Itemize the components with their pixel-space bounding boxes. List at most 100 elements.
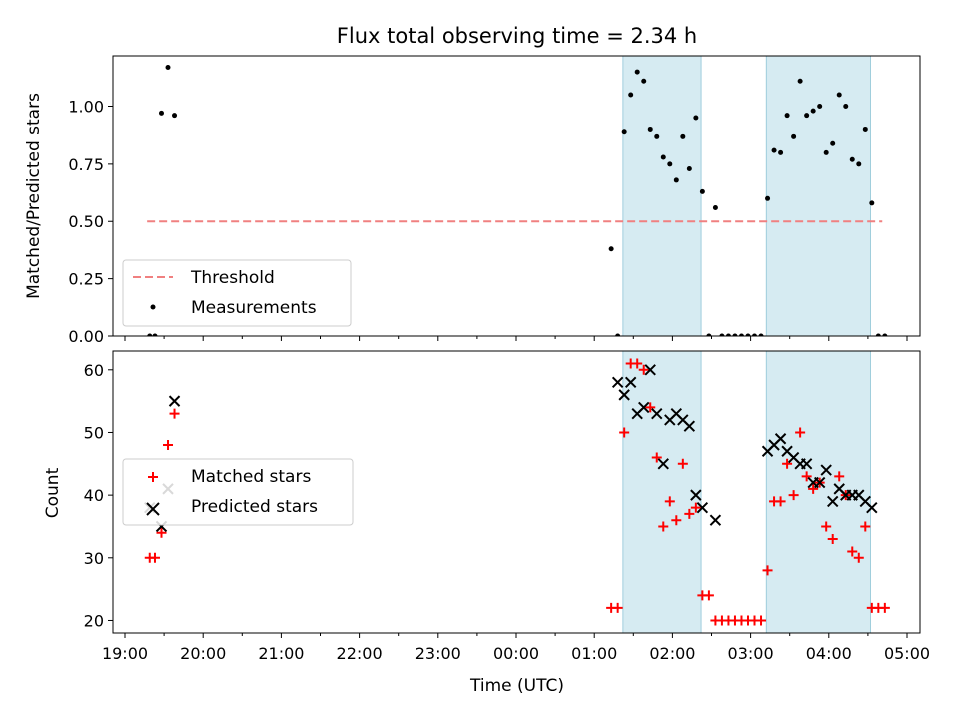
predicted-stars-point: [690, 489, 702, 501]
x-tick-label: 00:00: [493, 644, 539, 663]
bottom-y-axis-label: Count: [43, 467, 63, 518]
predicted-stars-point: [657, 458, 669, 470]
measurement-point: [615, 333, 621, 336]
measurement-point: [797, 78, 803, 84]
matched-stars-point: [782, 458, 793, 469]
measurement-point: [830, 140, 836, 146]
legend-bottom: Matched stars Predicted stars: [122, 458, 354, 526]
matched-stars-point: [149, 552, 160, 563]
matched-stars-point: [847, 546, 858, 557]
predicted-stars-point: [709, 514, 722, 526]
measurement-point: [856, 161, 862, 167]
chart-title: Flux total observing time = 2.34 h: [337, 24, 697, 48]
shaded-interval-0: [622, 55, 702, 337]
matched-stars-point: [690, 502, 701, 513]
y-tick-label: 40: [84, 486, 104, 505]
predicted-stars-point: [618, 389, 630, 401]
y-tick-label: 1.00: [68, 97, 104, 116]
matched-stars-point: [612, 602, 623, 613]
points-group: [144, 358, 890, 626]
measurement-point: [732, 333, 738, 336]
predicted-stars-point: [638, 401, 650, 414]
predicted-stars-point: [651, 407, 663, 420]
matched-stars-point: [651, 452, 662, 463]
x-tick-label: 04:00: [806, 644, 852, 663]
matched-stars-point: [658, 521, 669, 532]
measurement-point: [804, 113, 810, 119]
measurement-point: [152, 333, 158, 336]
matched-stars-point: [632, 358, 643, 369]
legend-matched-swatch: [148, 472, 158, 482]
measurement-point: [817, 103, 823, 109]
measurement-point: [647, 126, 653, 132]
measurement-point: [869, 200, 875, 206]
axes-frame: [112, 55, 921, 337]
y-tick-label: 0.50: [68, 212, 104, 231]
y-tick-label: 60: [84, 361, 104, 380]
matched-stars-point: [756, 615, 767, 626]
measurement-point: [791, 133, 797, 139]
measurement-point: [660, 154, 666, 160]
y-tick-label: 0.25: [68, 270, 104, 289]
matched-stars-point: [645, 402, 656, 413]
y-tick-label: 30: [84, 549, 104, 568]
x-tick-label: 23:00: [415, 644, 461, 663]
predicted-stars-point: [820, 464, 832, 476]
predicted-stars-point: [827, 495, 839, 508]
measurement-point: [641, 78, 647, 84]
measurement-point: [771, 147, 777, 153]
x-tick-label: 01:00: [571, 644, 617, 663]
legend-box: [122, 458, 354, 526]
bottom-panel: 20 30 40 50 60 19:00 20:00 21:00 22:00 23:00 00:00…: [84, 350, 930, 663]
legend-top: Threshold Measurements: [122, 259, 352, 327]
measurement-point: [667, 161, 673, 167]
measurement-point: [699, 188, 705, 194]
matched-stars-point: [801, 471, 812, 482]
predicted-stars-point: [696, 501, 709, 514]
matched-stars-point: [853, 552, 864, 563]
x-axis-label: Time (UTC): [469, 676, 564, 696]
measurement-point: [686, 165, 692, 171]
measurement-point: [634, 69, 640, 75]
measurement-point: [712, 204, 718, 210]
measurement-point: [172, 113, 178, 119]
y-tick-label: 0.00: [68, 327, 104, 346]
measurement-point: [621, 129, 627, 135]
matched-stars-point: [163, 440, 174, 450]
top-y-axis-label: Matched/Predicted stars: [24, 93, 44, 299]
x-tick-label: 22:00: [337, 644, 383, 663]
measurement-point: [752, 333, 758, 336]
measurement-point: [608, 246, 614, 252]
matched-stars-point: [879, 602, 890, 613]
shaded-interval-1: [765, 350, 871, 634]
measurement-point: [673, 177, 679, 183]
predicted-stars-point: [813, 476, 826, 489]
measurement-point: [628, 92, 634, 98]
measurement-point: [862, 126, 868, 132]
x-tick-label: 03:00: [728, 644, 774, 663]
x-tick-label: 02:00: [649, 644, 695, 663]
matched-stars-point: [860, 521, 871, 532]
top-panel: 0.00 0.25 0.50 0.75 1.00 Threshold Measurement…: [68, 55, 921, 346]
points-group: [147, 64, 888, 336]
predicted-stars-point: [800, 458, 813, 470]
legend-predicted-label: Predicted stars: [191, 497, 318, 517]
y-tick-label: 0.75: [68, 155, 104, 174]
x-tick-label: 19:00: [102, 644, 148, 663]
y-tick-label: 50: [84, 423, 104, 442]
measurement-point: [719, 333, 725, 336]
measurement-point: [147, 333, 153, 336]
legend-measurements-swatch: [150, 304, 156, 310]
shaded-interval-1: [765, 55, 871, 337]
predicted-stars-point: [624, 376, 637, 389]
measurement-point: [680, 133, 686, 139]
measurement-point: [823, 149, 829, 155]
matched-stars-point: [619, 427, 630, 438]
legend-predicted-swatch: [146, 502, 160, 516]
measurement-point: [158, 110, 164, 116]
matched-stars-point: [827, 534, 838, 544]
matched-stars-point: [703, 590, 714, 601]
shaded-interval-0: [622, 350, 702, 634]
measurement-point: [778, 149, 784, 155]
